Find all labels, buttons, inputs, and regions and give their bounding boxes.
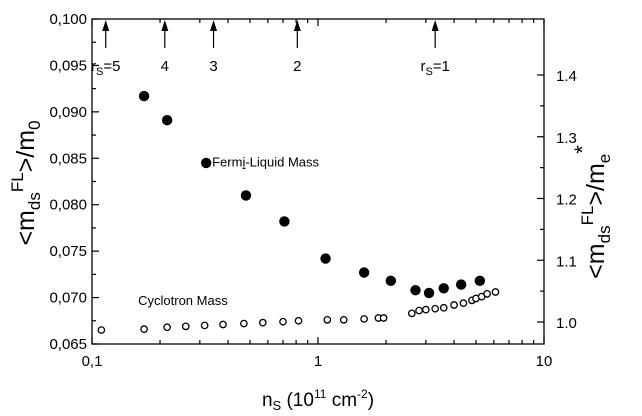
- annotations: Fermi-Liquid Mass Cyclotron Mass: [138, 155, 319, 308]
- cyclotron-mass-point: [140, 325, 148, 333]
- series: [97, 90, 500, 334]
- cyclotron-mass-point: [421, 305, 430, 314]
- cyclotron-mass-point: [323, 316, 332, 324]
- rs-arrow-head: [210, 20, 218, 31]
- y-left-axis-title: <mdsFL>/m0: [8, 120, 44, 245]
- fermi-liquid-mass-point: [410, 284, 421, 296]
- y-right-tick-label: 1.4: [556, 68, 577, 85]
- cyclotron-mass-point: [279, 317, 287, 326]
- rs-markers: rS=5 4 3 2 rS=1: [91, 20, 450, 78]
- cyclotron-mass-point: [219, 320, 227, 329]
- x-tick-label: 1: [314, 353, 322, 370]
- cyclotron-mass-point: [163, 323, 171, 332]
- y-left-tick-label: 0,080: [49, 197, 87, 214]
- cyclotron-mass-point: [240, 319, 248, 328]
- axis-titles: nS (1011 cm-2) <mdsFL>/m0 <mdsFL>/me*: [8, 120, 614, 413]
- cyclotron-mass-point: [200, 321, 209, 330]
- y-left-tick-label: 0,090: [49, 104, 87, 121]
- cyclotron-mass-point: [431, 304, 440, 313]
- fermi-liquid-mass-point: [320, 253, 331, 264]
- cyclotron-mass-point: [379, 314, 388, 322]
- cyclotron-mass-point: [491, 288, 500, 296]
- rs-label: rS=1: [420, 58, 449, 78]
- cyclotron-mass-point: [415, 306, 423, 315]
- y-left-tick-label: 0,070: [49, 290, 87, 307]
- x-tick-label: 0,1: [82, 353, 103, 370]
- y-right-tick-label: 1.3: [556, 130, 577, 147]
- fermi-liquid-mass-point: [358, 267, 370, 278]
- cyclotron-mass-point: [258, 318, 267, 327]
- series-annotation: Fermi-Liquid Mass: [212, 155, 319, 170]
- y-left-tick-label: 0,100: [49, 11, 87, 28]
- y-axis-right: 1.0 1.1 1.2 1.3 1.4: [537, 68, 577, 332]
- cyclotron-mass-point: [450, 301, 458, 309]
- cyclotron-mass-point: [439, 303, 448, 312]
- fermi-liquid-mass-point: [161, 115, 173, 126]
- y-left-tick-label: 0,075: [49, 243, 87, 260]
- rs-arrow-head: [293, 20, 301, 31]
- rs-label: 2: [293, 58, 301, 75]
- fermi-liquid-mass-point: [279, 216, 290, 227]
- fermi-liquid-mass-point: [438, 283, 449, 294]
- fermi-liquid-mass-point: [385, 275, 397, 287]
- y-right-tick-label: 1.1: [556, 253, 577, 270]
- y-left-tick-label: 0,095: [49, 57, 87, 74]
- cyclotron-mass-point: [97, 326, 106, 334]
- cyclotron-mass-point: [360, 315, 368, 323]
- fermi-liquid-mass-point: [423, 287, 435, 299]
- rs-arrow-head: [161, 20, 169, 31]
- cyclotron-mass-point: [294, 316, 303, 325]
- rs-label: 3: [209, 58, 217, 75]
- x-axis: 0,1 1 10: [82, 19, 553, 370]
- fermi-liquid-mass-point: [240, 190, 252, 201]
- fermi-liquid-mass-point: [455, 279, 467, 290]
- y-left-tick-label: 0,085: [49, 150, 87, 167]
- rs-label: 4: [161, 58, 169, 75]
- y-left-tick-label: 0,065: [49, 336, 87, 353]
- y-right-tick-label: 1.2: [556, 192, 577, 209]
- y-right-axis-title: <mdsFL>/me*: [570, 145, 614, 279]
- rs-label: rS=5: [91, 58, 120, 78]
- fermi-liquid-mass-point: [200, 157, 212, 169]
- cyclotron-mass-point: [339, 316, 348, 324]
- series-annotation: Cyclotron Mass: [138, 293, 228, 308]
- rs-arrow-head: [102, 20, 110, 31]
- rs-arrow-head: [431, 20, 439, 31]
- y-right-tick-label: 1.0: [556, 315, 577, 332]
- cyclotron-mass-point: [483, 290, 491, 298]
- fermi-liquid-mass-point: [474, 275, 486, 287]
- cyclotron-mass-point: [407, 309, 416, 318]
- fermi-liquid-mass-point: [138, 90, 150, 102]
- cyclotron-mass-point: [181, 322, 190, 331]
- y-axis-left: 0,065 0,070 0,075 0,080 0,085 0,090 0,095 0,100: [49, 11, 99, 353]
- x-axis-title: nS (1011 cm-2): [262, 387, 374, 413]
- cyclotron-mass-point: [459, 299, 468, 307]
- x-tick-label: 10: [536, 353, 553, 370]
